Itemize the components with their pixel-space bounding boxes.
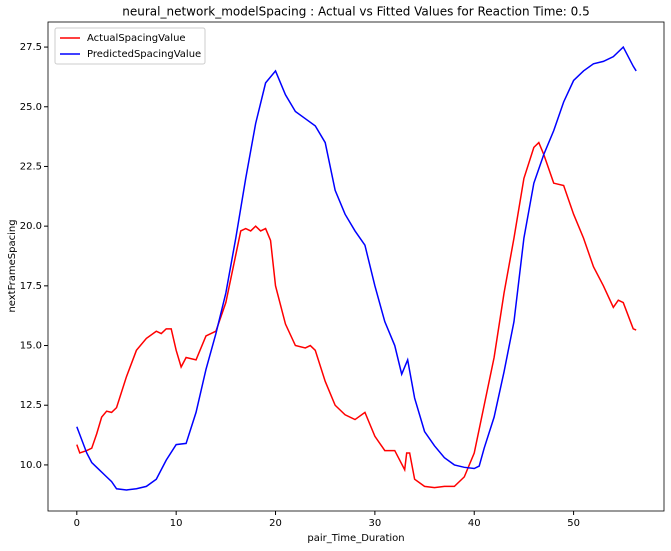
y-tick-label: 17.5 (20, 281, 42, 292)
y-tick-label: 25.0 (20, 102, 42, 113)
data-line (76, 45, 637, 491)
legend-label: PredictedSpacingValue (87, 49, 201, 60)
y-tick-label: 12.5 (20, 400, 42, 411)
x-tick-label: 0 (74, 518, 80, 529)
x-axis-label: pair_Time_Duration (307, 533, 404, 544)
y-axis-label: nextFrameSpacing (7, 219, 18, 312)
x-tick-label: 40 (468, 518, 481, 529)
chart-title: neural_network_modelSpacing : Actual vs … (122, 5, 589, 19)
legend-label: ActualSpacingValue (87, 33, 186, 44)
x-tick-label: 10 (170, 518, 183, 529)
data-line (76, 141, 637, 489)
y-tick-label: 15.0 (20, 341, 42, 352)
x-tick-label: 20 (269, 518, 282, 529)
y-tick-label: 22.5 (20, 161, 42, 172)
y-tick-label: 27.5 (20, 42, 42, 53)
legend-box (54, 27, 206, 65)
y-tick-label: 10.0 (20, 460, 42, 471)
x-tick-label: 30 (369, 518, 382, 529)
plot-frame (47, 21, 665, 512)
x-tick-label: 50 (567, 518, 580, 529)
y-tick-label: 20.0 (20, 221, 42, 232)
